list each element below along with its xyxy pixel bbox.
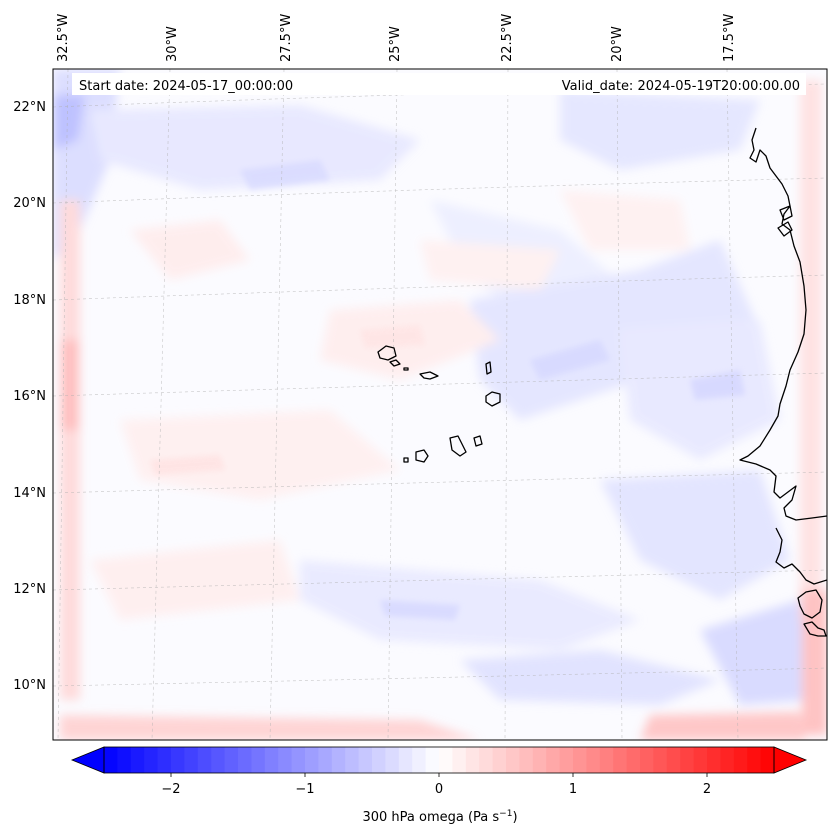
africa-coastline bbox=[739, 127, 827, 521]
lon-label-22-5w: 22.5°W bbox=[500, 14, 515, 62]
colorbar-cell bbox=[211, 747, 226, 773]
colorbar-cell bbox=[251, 747, 266, 773]
colorbar-cell bbox=[157, 747, 172, 773]
colorbar-tick-neg1: −1 bbox=[295, 782, 314, 797]
lat-label-10n: 10°N bbox=[13, 678, 46, 693]
colorbar-cell bbox=[733, 747, 748, 773]
colorbar-cell bbox=[412, 747, 427, 773]
colorbar-cell bbox=[385, 747, 400, 773]
colorbar-cell bbox=[760, 747, 775, 773]
colorbar-cell bbox=[291, 747, 306, 773]
colorbar-cell bbox=[425, 747, 440, 773]
colorbar-cell bbox=[680, 747, 695, 773]
colorbar-cell bbox=[640, 747, 654, 773]
colorbar-cell bbox=[532, 747, 547, 773]
colorbar-cell bbox=[318, 747, 333, 773]
lat-label-20n: 20°N bbox=[13, 196, 46, 211]
coastlines bbox=[377, 127, 827, 637]
colorbar-tick-neg2: −2 bbox=[161, 782, 180, 797]
colorbar-tick-2: 2 bbox=[703, 782, 711, 797]
colorbar-cell bbox=[130, 747, 145, 773]
colorbar-cell bbox=[358, 747, 373, 773]
omega-field bbox=[53, 69, 827, 740]
colorbar-cell bbox=[452, 747, 467, 773]
colorbar-ticks bbox=[170, 773, 708, 777]
lon-label-27-5w: 27.5°W bbox=[279, 14, 294, 62]
colorbar-cell bbox=[586, 747, 601, 773]
lon-label-25w: 25°W bbox=[388, 26, 403, 62]
colorbar-cell bbox=[278, 747, 293, 773]
island-sao-nicolau bbox=[419, 371, 439, 380]
colorbar-cell bbox=[720, 747, 735, 773]
start-date-label: Start date: 2024-05-17_00:00:00 bbox=[79, 79, 293, 94]
map-frame bbox=[52, 68, 828, 741]
header-band bbox=[72, 73, 806, 95]
colorbar-cell bbox=[546, 747, 561, 773]
colorbar-cell bbox=[184, 747, 199, 773]
lat-label-12n: 12°N bbox=[13, 582, 46, 597]
colorbar-cell bbox=[264, 747, 279, 773]
island-sal bbox=[485, 361, 492, 375]
colorbar-cell bbox=[104, 747, 118, 773]
colorbar-cell bbox=[398, 747, 413, 773]
colorbar-cell bbox=[345, 747, 360, 773]
lon-label-30w: 30°W bbox=[165, 26, 180, 62]
colorbar-cell bbox=[331, 747, 346, 773]
colorbar-tick-0: 0 bbox=[435, 782, 443, 797]
island-sao-vicente bbox=[389, 359, 401, 367]
colorbar: −2 −1 0 1 2 300 hPa omega (Pa s−1) bbox=[70, 746, 808, 825]
lat-label-14n: 14°N bbox=[13, 486, 46, 501]
gridlines bbox=[53, 69, 827, 740]
colorbar-cell bbox=[506, 747, 520, 773]
longitude-labels: 32.5°W 30°W 27.5°W 25°W 22.5°W 20°W 17.5… bbox=[56, 14, 737, 62]
lat-label-18n: 18°N bbox=[13, 293, 46, 308]
colorbar-cell bbox=[747, 747, 762, 773]
lon-label-20w: 20°W bbox=[610, 26, 625, 62]
colorbar-cell bbox=[559, 747, 574, 773]
latitude-labels: 22°N 20°N 18°N 16°N 14°N 12°N 10°N bbox=[13, 100, 46, 693]
island-santiago bbox=[449, 435, 467, 457]
island-boa-vista bbox=[485, 391, 501, 407]
colorbar-cell bbox=[197, 747, 212, 773]
colorbar-tick-1: 1 bbox=[569, 782, 577, 797]
island-fogo bbox=[415, 449, 429, 463]
colorbar-cell bbox=[465, 747, 480, 773]
colorbar-cell bbox=[626, 747, 641, 773]
colorbar-cell bbox=[305, 747, 319, 773]
colorbar-cell bbox=[238, 747, 252, 773]
colorbar-cell bbox=[693, 747, 708, 773]
lat-label-22n: 22°N bbox=[13, 100, 46, 115]
colorbar-cell bbox=[439, 747, 453, 773]
colorbar-cells bbox=[104, 747, 775, 773]
colorbar-extend-min bbox=[70, 746, 105, 774]
colorbar-cell bbox=[573, 747, 587, 773]
valid-date-label: Valid_date: 2024-05-19T20:00:00.00 bbox=[562, 79, 800, 94]
colorbar-cell bbox=[492, 747, 507, 773]
colorbar-cell bbox=[144, 747, 159, 773]
colorbar-label: 300 hPa omega (Pa s−1) bbox=[362, 809, 517, 825]
lat-label-16n: 16°N bbox=[13, 389, 46, 404]
island-santo-antao bbox=[377, 345, 397, 361]
colorbar-extend-max bbox=[773, 746, 808, 774]
colorbar-cell bbox=[653, 747, 668, 773]
colorbar-cell bbox=[599, 747, 614, 773]
colorbar-cell bbox=[224, 747, 239, 773]
colorbar-cell bbox=[666, 747, 681, 773]
island-maio bbox=[473, 435, 483, 447]
colorbar-cell bbox=[613, 747, 628, 773]
island-brava bbox=[403, 457, 409, 463]
lon-label-32-5w: 32.5°W bbox=[56, 14, 71, 62]
lon-label-17-5w: 17.5°W bbox=[722, 14, 737, 62]
colorbar-cell bbox=[117, 747, 132, 773]
colorbar-cell bbox=[519, 747, 534, 773]
colorbar-cell bbox=[479, 747, 494, 773]
colorbar-cell bbox=[372, 747, 386, 773]
colorbar-cell bbox=[171, 747, 185, 773]
colorbar-cell bbox=[707, 747, 721, 773]
